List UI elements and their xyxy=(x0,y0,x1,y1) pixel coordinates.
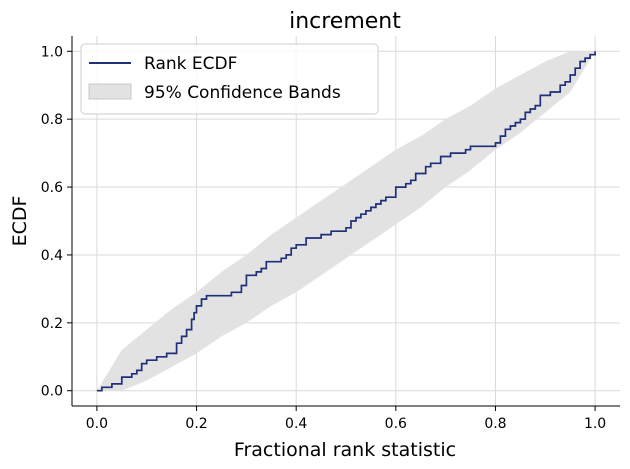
y-tick-label: 0.8 xyxy=(41,112,63,128)
x-tick-label: 1.0 xyxy=(584,416,606,432)
y-tick-label: 0.2 xyxy=(41,316,63,332)
chart-title: increment xyxy=(289,9,401,34)
y-tick-label: 0.4 xyxy=(41,248,63,264)
x-tick-label: 0.0 xyxy=(86,416,108,432)
x-tick-label: 0.8 xyxy=(484,416,506,432)
confidence-band xyxy=(96,51,596,391)
y-tick-label: 0.0 xyxy=(41,384,63,400)
x-axis-label: Fractional rank statistic xyxy=(234,439,456,461)
x-tick-label: 0.6 xyxy=(385,416,407,432)
axes xyxy=(71,36,620,407)
rank-ecdf-line xyxy=(96,51,596,392)
legend-label-ecdf: Rank ECDF xyxy=(144,54,237,74)
legend-band-swatch xyxy=(88,83,132,100)
y-ticks: 0.0 0.2 0.4 0.6 0.8 1.0 xyxy=(41,44,72,400)
x-tick-label: 0.2 xyxy=(185,416,207,432)
x-tick-label: 0.4 xyxy=(285,416,307,432)
legend-box xyxy=(80,43,379,115)
x-ticks: 0.0 0.2 0.4 0.6 0.8 1.0 xyxy=(86,406,606,432)
y-tick-label: 0.6 xyxy=(41,180,63,196)
y-tick-label: 1.0 xyxy=(41,44,63,60)
y-axis-label: ECDF xyxy=(9,196,31,247)
legend-label-band: 95% Confidence Bands xyxy=(144,83,341,103)
legend: Rank ECDF 95% Confidence Bands xyxy=(80,43,379,115)
